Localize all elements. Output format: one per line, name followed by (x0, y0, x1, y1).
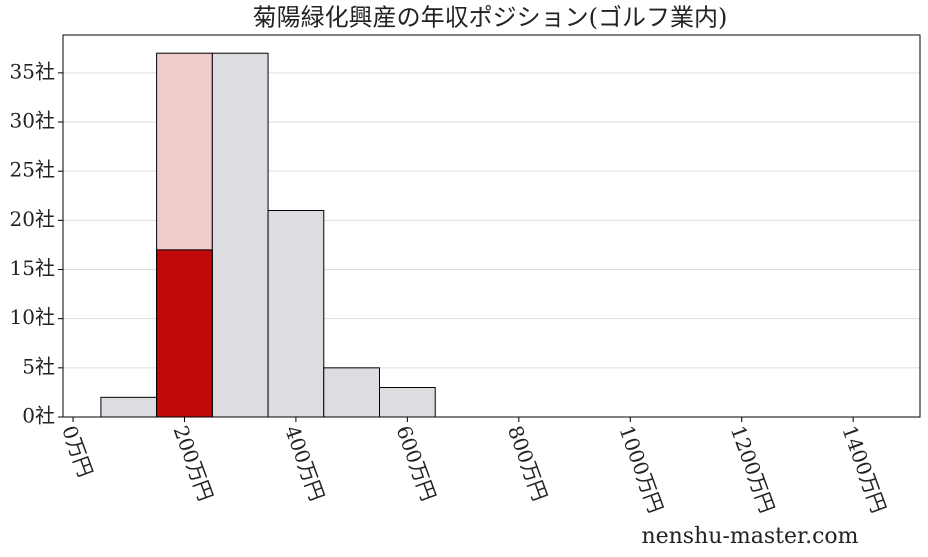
watermark: nenshu-master.com (641, 524, 858, 549)
bar (156, 249, 213, 418)
y-tick-label: 0社 (22, 404, 55, 428)
bar (100, 396, 158, 418)
y-tick-label: 5社 (22, 354, 55, 378)
y-tick-label: 20社 (10, 207, 55, 231)
bar (323, 367, 380, 418)
plot-frame (62, 34, 921, 418)
y-tick-label: 25社 (10, 158, 55, 182)
y-tick-label: 35社 (10, 59, 55, 83)
bar (267, 210, 325, 418)
y-tick-label: 30社 (10, 109, 55, 133)
bar (211, 52, 269, 418)
bar (378, 387, 436, 418)
y-tick-label: 10社 (10, 305, 55, 329)
y-tick-label: 15社 (10, 256, 55, 280)
chart-title: 菊陽緑化興産の年収ポジション(ゴルフ業内) (253, 4, 728, 32)
